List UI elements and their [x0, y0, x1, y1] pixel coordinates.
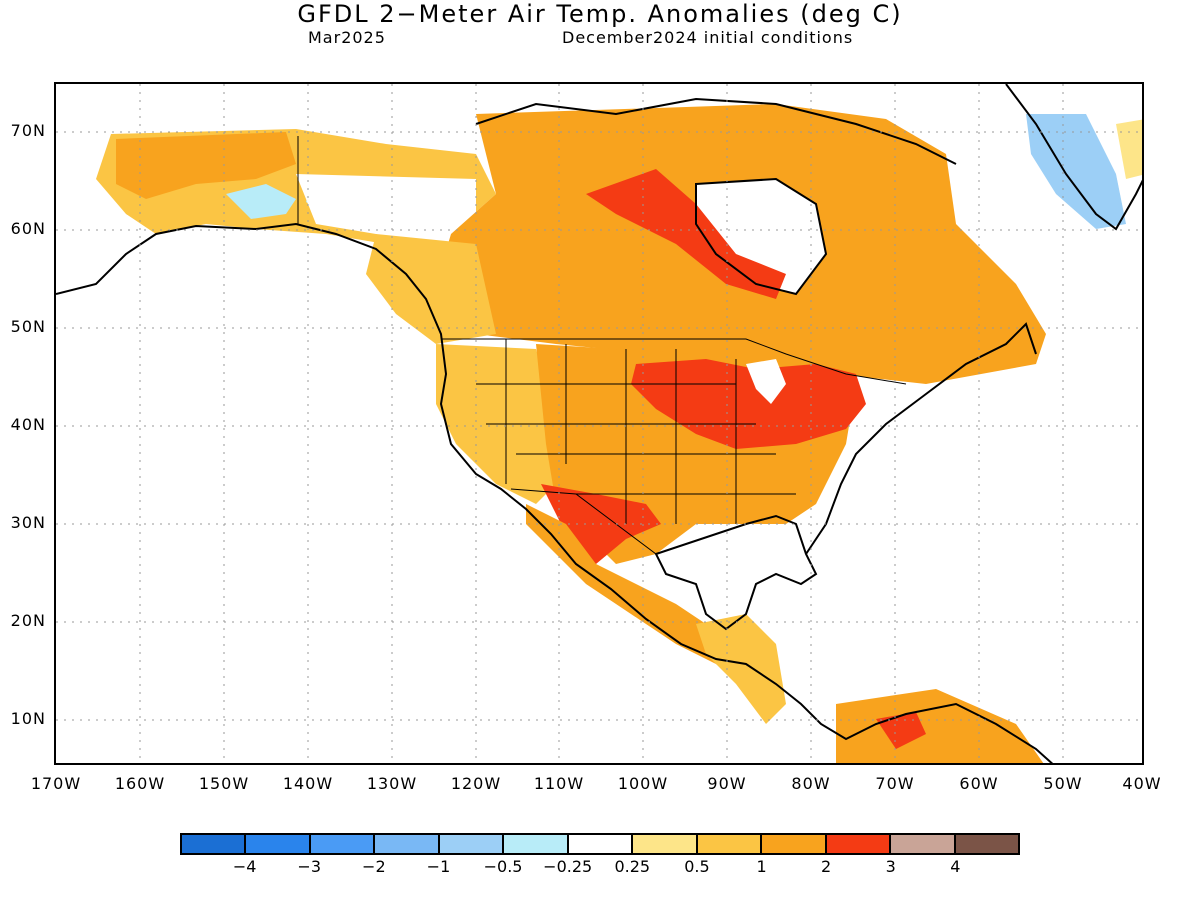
lat-label: 50N [10, 317, 46, 336]
lon-label: 120W [450, 774, 502, 793]
colorbar-tick-label: 0.25 [614, 857, 651, 876]
colorbar-bin [504, 835, 569, 853]
lat-label: 40N [10, 415, 46, 434]
colorbar-tick-label: 4 [950, 857, 961, 876]
coastline-hudson-bay [695, 177, 828, 296]
lon-label: 140W [282, 774, 334, 793]
region-south-america [836, 689, 1044, 763]
colorbar-tick-label: −0.25 [543, 857, 593, 876]
colorbar-bin [568, 835, 634, 853]
map-frame [54, 82, 1144, 765]
colorbar-bin [633, 835, 698, 853]
colorbar-tick-label: −2 [362, 857, 386, 876]
lon-label: 150W [198, 774, 250, 793]
coastline-arctic [475, 97, 957, 165]
anomaly-map [56, 84, 1142, 763]
chart-title: GFDL 2−Meter Air Temp. Anomalies (deg C) [297, 0, 903, 28]
region-greenland-cool [1026, 114, 1126, 229]
lat-label: 60N [10, 219, 46, 238]
coastline-east [805, 322, 1037, 555]
lon-label: 160W [114, 774, 166, 793]
lon-label: 40W [1122, 774, 1162, 793]
colorbar-tick-label: −3 [297, 857, 322, 876]
colorbar-bin [246, 835, 311, 853]
colorbar-tick-label: 1 [756, 857, 767, 876]
colorbar-tick-label: −0.5 [483, 857, 523, 876]
region-hudson-west-hot [586, 169, 786, 299]
colorbar-tick-label: −1 [426, 857, 451, 876]
initial-conditions: December2024 initial conditions [562, 28, 854, 47]
coastline-greenland [1005, 84, 1142, 231]
colorbar-bin [310, 835, 376, 853]
lon-label: 100W [617, 774, 669, 793]
region-greenland-mild [1116, 119, 1142, 179]
border-states-2 [476, 383, 796, 495]
lat-label: 10N [10, 709, 46, 728]
colorbar-bin [826, 835, 892, 853]
region-hudson-bay [696, 179, 826, 294]
region-white-neutral [296, 174, 476, 249]
border-us-mexico [510, 488, 657, 555]
region-yukon-cool [226, 184, 296, 219]
colorbar-bin [439, 835, 505, 853]
colorbar-tick-label: 3 [885, 857, 896, 876]
region-central-america [696, 614, 786, 724]
lon-label: 110W [533, 774, 585, 793]
colorbar-tick-label: −4 [232, 857, 257, 876]
region-great-lakes [746, 359, 786, 404]
colorbar-tick-label: 0.5 [684, 857, 710, 876]
lat-label: 30N [10, 513, 46, 532]
coastline-gulf [654, 514, 818, 631]
forecast-month: Mar2025 [308, 28, 386, 47]
lon-label: 60W [959, 774, 999, 793]
lon-label: 90W [707, 774, 747, 793]
lon-label: 130W [366, 774, 418, 793]
colorbar-bin [375, 835, 440, 853]
region-alaska-orange [116, 132, 296, 199]
colorbar-tick-label: 2 [821, 857, 832, 876]
colorbar [180, 833, 1020, 855]
lon-label: 50W [1043, 774, 1083, 793]
lat-label: 20N [10, 611, 46, 630]
colorbar-bin [891, 835, 956, 853]
border-states-1 [505, 339, 737, 524]
colorbar-bin [697, 835, 763, 853]
region-venezuela-hot [876, 712, 926, 749]
lon-label: 70W [875, 774, 915, 793]
lon-label: 170W [30, 774, 82, 793]
colorbar-bin [955, 835, 1019, 853]
lat-label: 70N [10, 121, 46, 140]
border-us-canada [441, 338, 907, 385]
colorbar-bin [182, 835, 247, 853]
lon-label: 80W [791, 774, 831, 793]
colorbar-bin [762, 835, 827, 853]
region-canada-mild [366, 234, 496, 344]
coastline-north-america [56, 222, 1054, 763]
